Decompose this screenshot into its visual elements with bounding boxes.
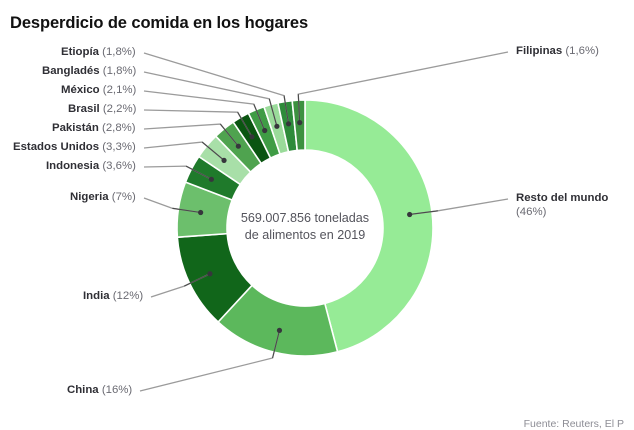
- callout-value: (1,6%): [562, 45, 599, 57]
- callout-value: (12%): [109, 290, 144, 302]
- leader-dot: [221, 157, 227, 163]
- leader-lines: [139, 51, 509, 392]
- leader-dot: [274, 123, 280, 129]
- leader-line-inner: [237, 111, 253, 138]
- leader-line-inner: [201, 141, 225, 161]
- callout-banglad-s: Bangladés (1,8%): [42, 65, 136, 79]
- callout-value: (46%): [516, 205, 547, 218]
- callout-etiop-a: Etiopía (1,8%): [61, 46, 136, 60]
- callout-estados-unidos: Estados Unidos (3,3%): [13, 141, 136, 155]
- callout-name: Resto del mundo: [516, 192, 609, 204]
- leader-dot: [262, 127, 268, 134]
- donut-slice[interactable]: [291, 99, 306, 152]
- callout-name: Nigeria: [70, 191, 109, 203]
- callout-name: Indonesia: [46, 160, 100, 172]
- callout-m-xico: México (2,1%): [61, 84, 136, 98]
- callout-china: China (16%): [67, 384, 132, 398]
- leader-line-inner: [184, 273, 211, 287]
- leader-dot: [208, 176, 215, 182]
- callout-value: (16%): [98, 384, 133, 396]
- callout-resto-del-mundo: Resto del mundo (46%): [516, 192, 608, 219]
- callout-name: Pakistán: [52, 122, 99, 134]
- callout-value: (2,1%): [99, 84, 137, 96]
- center-label-line2: de alimentos en 2019: [244, 228, 366, 242]
- leader-line-inner: [219, 123, 239, 147]
- page-title: Desperdicio de comida en los hogares: [10, 14, 309, 32]
- donut-slice[interactable]: [304, 99, 434, 353]
- source-note: Fuente: Reuters, El P: [523, 418, 624, 430]
- leader-line-inner: [253, 103, 266, 131]
- callout-india: India (12%): [83, 290, 143, 304]
- callout-name: Etiopía: [61, 46, 99, 58]
- donut-center-label: 569.007.856 toneladas de alimentos en 20…: [205, 210, 405, 244]
- callout-value: (3,6%): [99, 160, 136, 172]
- callout-brasil: Brasil (2,2%): [68, 103, 136, 117]
- callout-pakist-n: Pakistán (2,8%): [52, 122, 136, 136]
- center-label-line1: 569.007.856 toneladas: [240, 211, 370, 225]
- leader-dot: [407, 211, 413, 218]
- callout-name: India: [83, 290, 110, 302]
- leader-line-inner: [272, 330, 280, 359]
- callout-name: China: [67, 384, 99, 396]
- leader-dot: [297, 120, 303, 126]
- leader-dot: [198, 209, 204, 216]
- callout-value: (2,2%): [99, 103, 137, 115]
- callout-name: México: [61, 84, 100, 96]
- leader-line-inner: [297, 94, 301, 123]
- callout-value: (2,8%): [98, 122, 136, 134]
- leader-dot: [249, 134, 255, 140]
- callout-value: (1,8%): [98, 46, 136, 58]
- callout-name: Estados Unidos: [13, 141, 100, 153]
- callout-value: (3,3%): [99, 141, 136, 153]
- callout-value: (7%): [108, 191, 136, 203]
- callout-name: Brasil: [68, 103, 100, 115]
- callout-filipinas: Filipinas (1,6%): [516, 45, 599, 59]
- leader-dot: [276, 327, 283, 333]
- leader-line-inner: [185, 165, 212, 180]
- leader-dot: [207, 271, 213, 277]
- callout-name: Filipinas: [516, 45, 563, 57]
- callout-value: (1,8%): [99, 65, 137, 77]
- callout-indonesia: Indonesia (3,6%): [46, 160, 136, 174]
- leader-line-inner: [268, 98, 278, 127]
- leader-line-inner: [409, 210, 438, 216]
- leader-dot: [235, 143, 241, 149]
- leader-dot: [285, 121, 292, 127]
- callout-nigeria: Nigeria (7%): [70, 191, 136, 205]
- callout-name: Bangladés: [42, 65, 100, 77]
- leader-line-inner: [172, 207, 201, 214]
- leader-line-inner: [283, 95, 290, 124]
